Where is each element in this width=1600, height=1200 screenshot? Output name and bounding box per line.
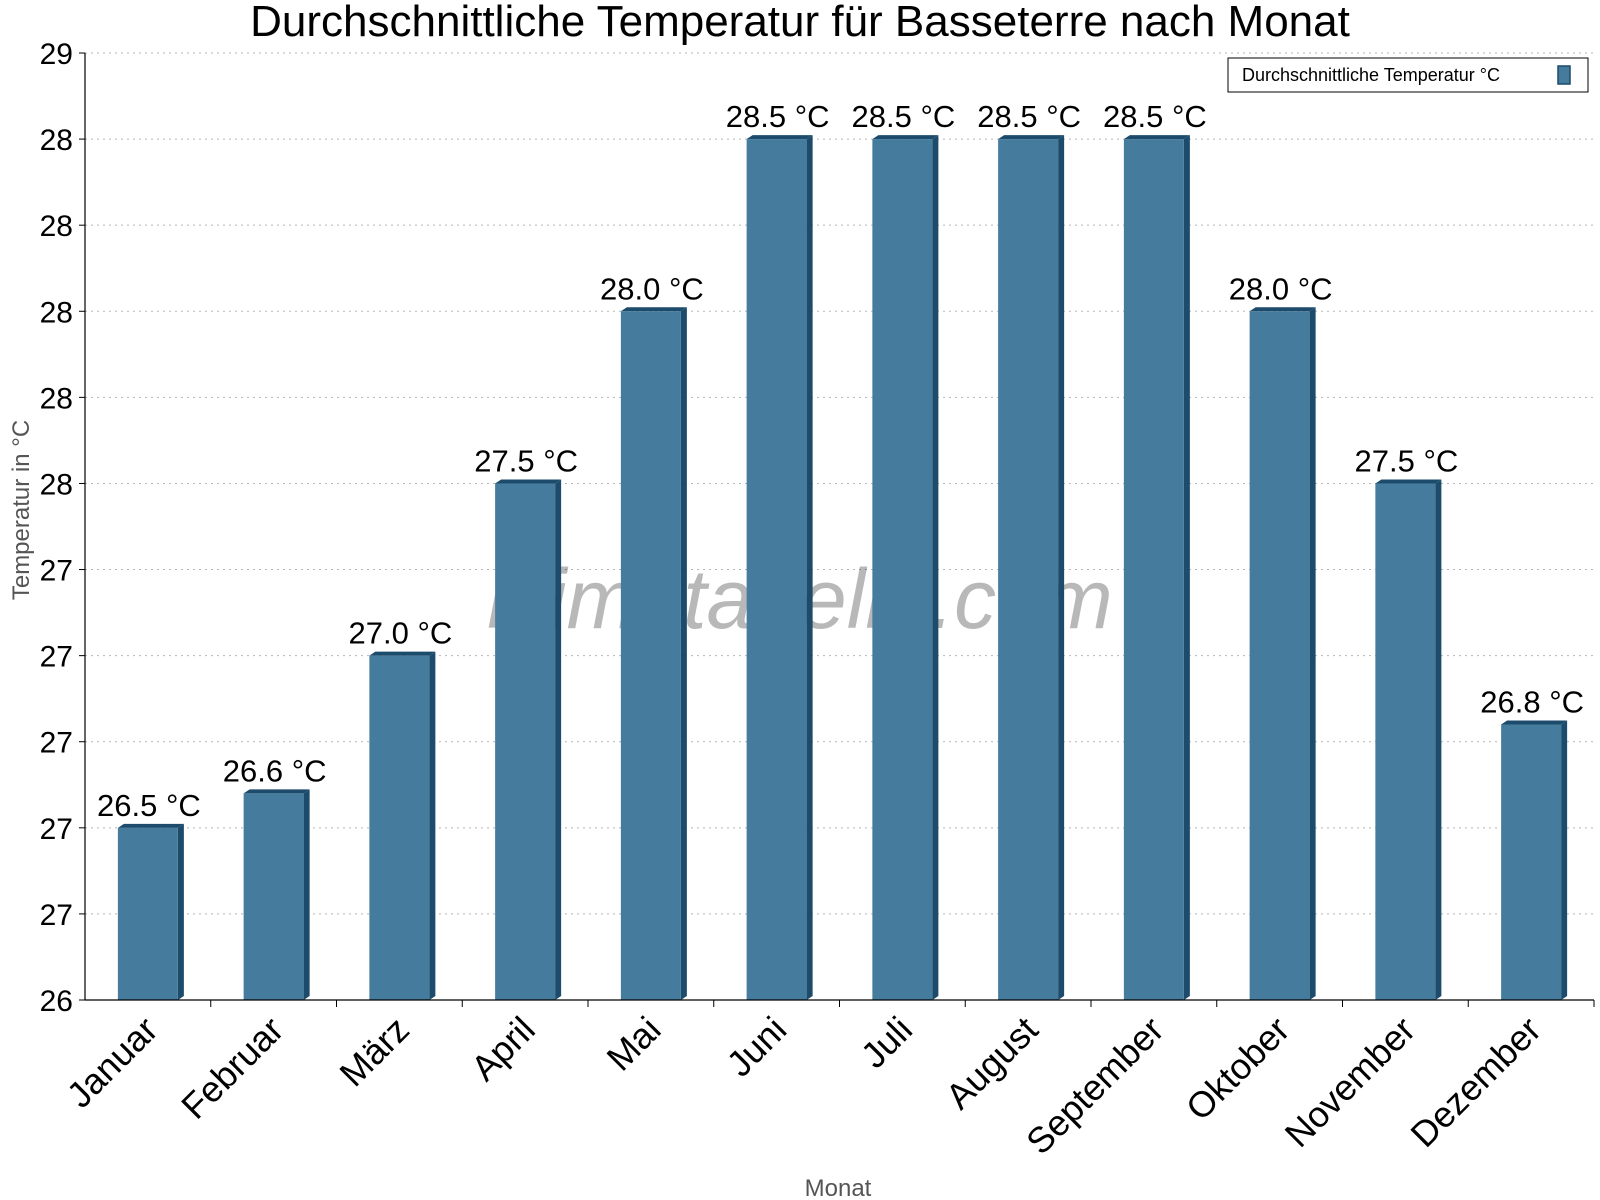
data-label: 27.5 °C bbox=[474, 443, 578, 478]
bar-top bbox=[872, 135, 939, 140]
x-tick-label: August bbox=[938, 1009, 1046, 1117]
data-label: 28.0 °C bbox=[600, 271, 704, 306]
data-label: 26.5 °C bbox=[97, 788, 201, 823]
x-tick-label: Juli bbox=[853, 1009, 920, 1076]
bar-face bbox=[369, 655, 430, 1000]
x-tick-label: Januar bbox=[59, 1009, 166, 1116]
bar-face bbox=[117, 827, 178, 1000]
bar bbox=[495, 479, 562, 1000]
data-label: 26.6 °C bbox=[223, 753, 327, 788]
data-labels: 26.5 °C 26.6 °C 27.0 °C 27.5 °C 28.0 °C 28.5 … bbox=[97, 99, 1584, 823]
bar-top bbox=[369, 651, 436, 656]
bar-face bbox=[1375, 483, 1436, 1000]
bar-top bbox=[1501, 720, 1568, 725]
x-tick-label: Oktober bbox=[1178, 1009, 1298, 1129]
legend-box bbox=[1227, 57, 1589, 93]
bar-face bbox=[1249, 311, 1310, 1001]
bar bbox=[1375, 479, 1442, 1000]
x-tick-label: April bbox=[463, 1009, 543, 1089]
bar bbox=[872, 135, 939, 1000]
bar-side bbox=[932, 135, 939, 1000]
bar-top bbox=[243, 789, 310, 794]
x-tick-label: Juni bbox=[719, 1009, 795, 1085]
x-tick-labels: Januar Februar März April Mai Juni Juli AugustS… bbox=[59, 1009, 1549, 1163]
data-label: 28.5 °C bbox=[726, 99, 830, 134]
bar-side bbox=[1058, 135, 1065, 1000]
bar-face bbox=[495, 483, 556, 1000]
x-tick-label: Dezember bbox=[1402, 1009, 1548, 1155]
y-tick-label: 27 bbox=[40, 641, 73, 674]
data-label: 28.5 °C bbox=[977, 99, 1081, 134]
bar-side bbox=[303, 789, 310, 1000]
y-tick-labels: 26 27 27 27 27 27 28 28 28 28 28 29 bbox=[40, 38, 73, 1018]
bar-side bbox=[806, 135, 813, 1000]
bar-top bbox=[746, 135, 813, 140]
y-tick-label: 27 bbox=[40, 727, 73, 760]
y-tick-label: 28 bbox=[40, 210, 73, 243]
bar bbox=[620, 307, 687, 1001]
x-tick-label: Februar bbox=[173, 1009, 291, 1127]
y-axis-title: Temperatur in °C bbox=[8, 420, 35, 600]
bar-top bbox=[1123, 135, 1190, 140]
bar-side bbox=[177, 823, 184, 1000]
y-tick-label: 27 bbox=[40, 555, 73, 588]
bar bbox=[369, 651, 436, 1000]
data-label: 28.0 °C bbox=[1229, 271, 1333, 306]
bar-face bbox=[1501, 724, 1562, 1000]
bar bbox=[1249, 307, 1316, 1001]
axes bbox=[79, 52, 1595, 1007]
bar-side bbox=[429, 651, 436, 1000]
bar-top bbox=[117, 823, 184, 828]
x-tick-label: März bbox=[331, 1009, 417, 1095]
bar-top bbox=[998, 135, 1065, 140]
bar-top bbox=[1249, 307, 1316, 312]
y-tick-label: 27 bbox=[40, 813, 73, 846]
y-tick-label: 27 bbox=[40, 899, 73, 932]
bar bbox=[998, 135, 1065, 1000]
chart-title: Durchschnittliche Temperatur für Bassete… bbox=[250, 0, 1350, 46]
bar bbox=[1123, 135, 1190, 1000]
bar-top bbox=[495, 479, 562, 484]
bar bbox=[117, 823, 184, 1000]
bar-top bbox=[620, 307, 687, 312]
legend: Durchschnittliche Temperatur °C bbox=[1227, 57, 1589, 93]
bar-face bbox=[1123, 139, 1184, 1000]
bar-side bbox=[1183, 135, 1190, 1000]
bar bbox=[1501, 720, 1568, 1000]
y-tick-label: 28 bbox=[40, 382, 73, 415]
y-tick-label: 26 bbox=[40, 985, 73, 1018]
data-label: 28.5 °C bbox=[852, 99, 956, 134]
data-label: 26.8 °C bbox=[1480, 685, 1584, 720]
bar bbox=[243, 789, 310, 1000]
y-tick-label: 28 bbox=[40, 468, 73, 501]
x-tick-label: September bbox=[1018, 1009, 1172, 1163]
bar-side bbox=[555, 479, 562, 1000]
legend-swatch bbox=[1557, 65, 1571, 85]
bars bbox=[117, 135, 1568, 1001]
x-axis-title: Monat bbox=[805, 1175, 872, 1200]
data-label: 28.5 °C bbox=[1103, 99, 1207, 134]
bar-side bbox=[1435, 479, 1442, 1000]
bar-top bbox=[1375, 479, 1442, 484]
bar bbox=[746, 135, 813, 1000]
bar-face bbox=[998, 139, 1059, 1000]
bar-side bbox=[1309, 307, 1316, 1001]
bar-side bbox=[1561, 720, 1568, 1000]
y-tick-label: 28 bbox=[40, 296, 73, 329]
bar-face bbox=[620, 311, 681, 1001]
bar-face bbox=[872, 139, 933, 1000]
bar-face bbox=[243, 793, 304, 1000]
bar-side bbox=[680, 307, 687, 1001]
x-tick-label: Mai bbox=[599, 1009, 669, 1079]
y-tick-label: 28 bbox=[40, 124, 73, 157]
legend-label: Durchschnittliche Temperatur °C bbox=[1242, 65, 1500, 85]
data-label: 27.5 °C bbox=[1355, 443, 1459, 478]
data-label: 27.0 °C bbox=[349, 616, 453, 651]
y-tick-label: 29 bbox=[40, 38, 73, 71]
x-tick-label: November bbox=[1277, 1009, 1423, 1155]
bar-face bbox=[746, 139, 807, 1000]
